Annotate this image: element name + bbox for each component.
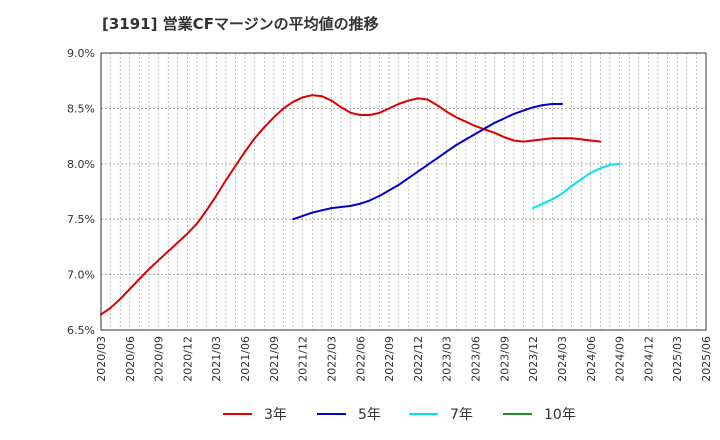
x-tick-label: 2020/06 xyxy=(124,336,137,382)
x-tick-label: 2024/06 xyxy=(585,336,598,382)
x-tick-label: 2021/09 xyxy=(268,336,281,382)
legend-label: 10年 xyxy=(544,407,576,423)
x-tick-label: 2023/09 xyxy=(498,336,511,382)
legend-item: 7年 xyxy=(409,407,473,423)
x-axis-ticks: 2020/03 2020/06 2020/09 2020/12 2021/03 2021/… xyxy=(95,336,713,382)
x-tick-label: 2020/12 xyxy=(181,336,194,382)
legend-item: 5年 xyxy=(317,407,381,423)
x-tick-label: 2024/03 xyxy=(556,336,569,382)
x-tick-label: 2023/12 xyxy=(527,336,540,382)
y-tick-label: 9.0% xyxy=(67,47,95,60)
y-axis-ticks: 6.5% 7.0% 7.5% 8.0% 8.5% 9.0% xyxy=(67,47,95,337)
x-tick-label: 2020/03 xyxy=(95,336,108,382)
legend-label: 7年 xyxy=(450,407,473,423)
x-tick-label: 2021/06 xyxy=(239,336,252,382)
x-tick-label: 2022/03 xyxy=(325,336,338,382)
y-tick-label: 8.5% xyxy=(67,102,95,115)
chart-title: [3191] 営業CFマージンの平均値の推移 xyxy=(102,15,379,33)
x-tick-label: 2021/03 xyxy=(210,336,223,382)
series-line-7年 xyxy=(532,162,621,210)
x-tick-label: 2022/09 xyxy=(383,336,396,382)
x-tick-label: 2023/06 xyxy=(470,336,483,382)
grid xyxy=(100,52,707,331)
legend-item: 10年 xyxy=(503,407,576,423)
legend-label: 3年 xyxy=(264,407,287,423)
x-tick-label: 2020/09 xyxy=(153,336,166,382)
x-tick-label: 2025/06 xyxy=(700,336,713,382)
x-tick-label: 2021/12 xyxy=(297,336,310,382)
x-tick-label: 2022/06 xyxy=(354,336,367,382)
series-lines xyxy=(100,94,621,316)
series-line-5年 xyxy=(292,103,563,221)
x-tick-label: 2025/03 xyxy=(671,336,684,382)
series-line-3年 xyxy=(100,94,602,316)
legend: 3年 5年 7年 10年 xyxy=(223,407,576,423)
x-tick-label: 2024/09 xyxy=(614,336,627,382)
y-tick-label: 8.0% xyxy=(67,158,95,171)
y-tick-label: 7.0% xyxy=(67,269,95,282)
x-tick-label: 2024/12 xyxy=(642,336,655,382)
x-tick-label: 2022/12 xyxy=(412,336,425,382)
y-tick-label: 7.5% xyxy=(67,213,95,226)
x-tick-label: 2023/03 xyxy=(441,336,454,382)
legend-item: 3年 xyxy=(223,407,287,423)
legend-label: 5年 xyxy=(358,407,381,423)
plot-frame xyxy=(100,52,707,331)
y-tick-label: 6.5% xyxy=(67,324,95,337)
